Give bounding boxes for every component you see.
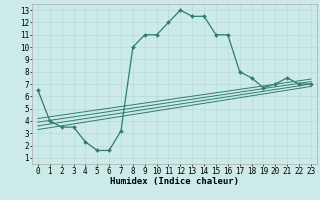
X-axis label: Humidex (Indice chaleur): Humidex (Indice chaleur) <box>110 177 239 186</box>
